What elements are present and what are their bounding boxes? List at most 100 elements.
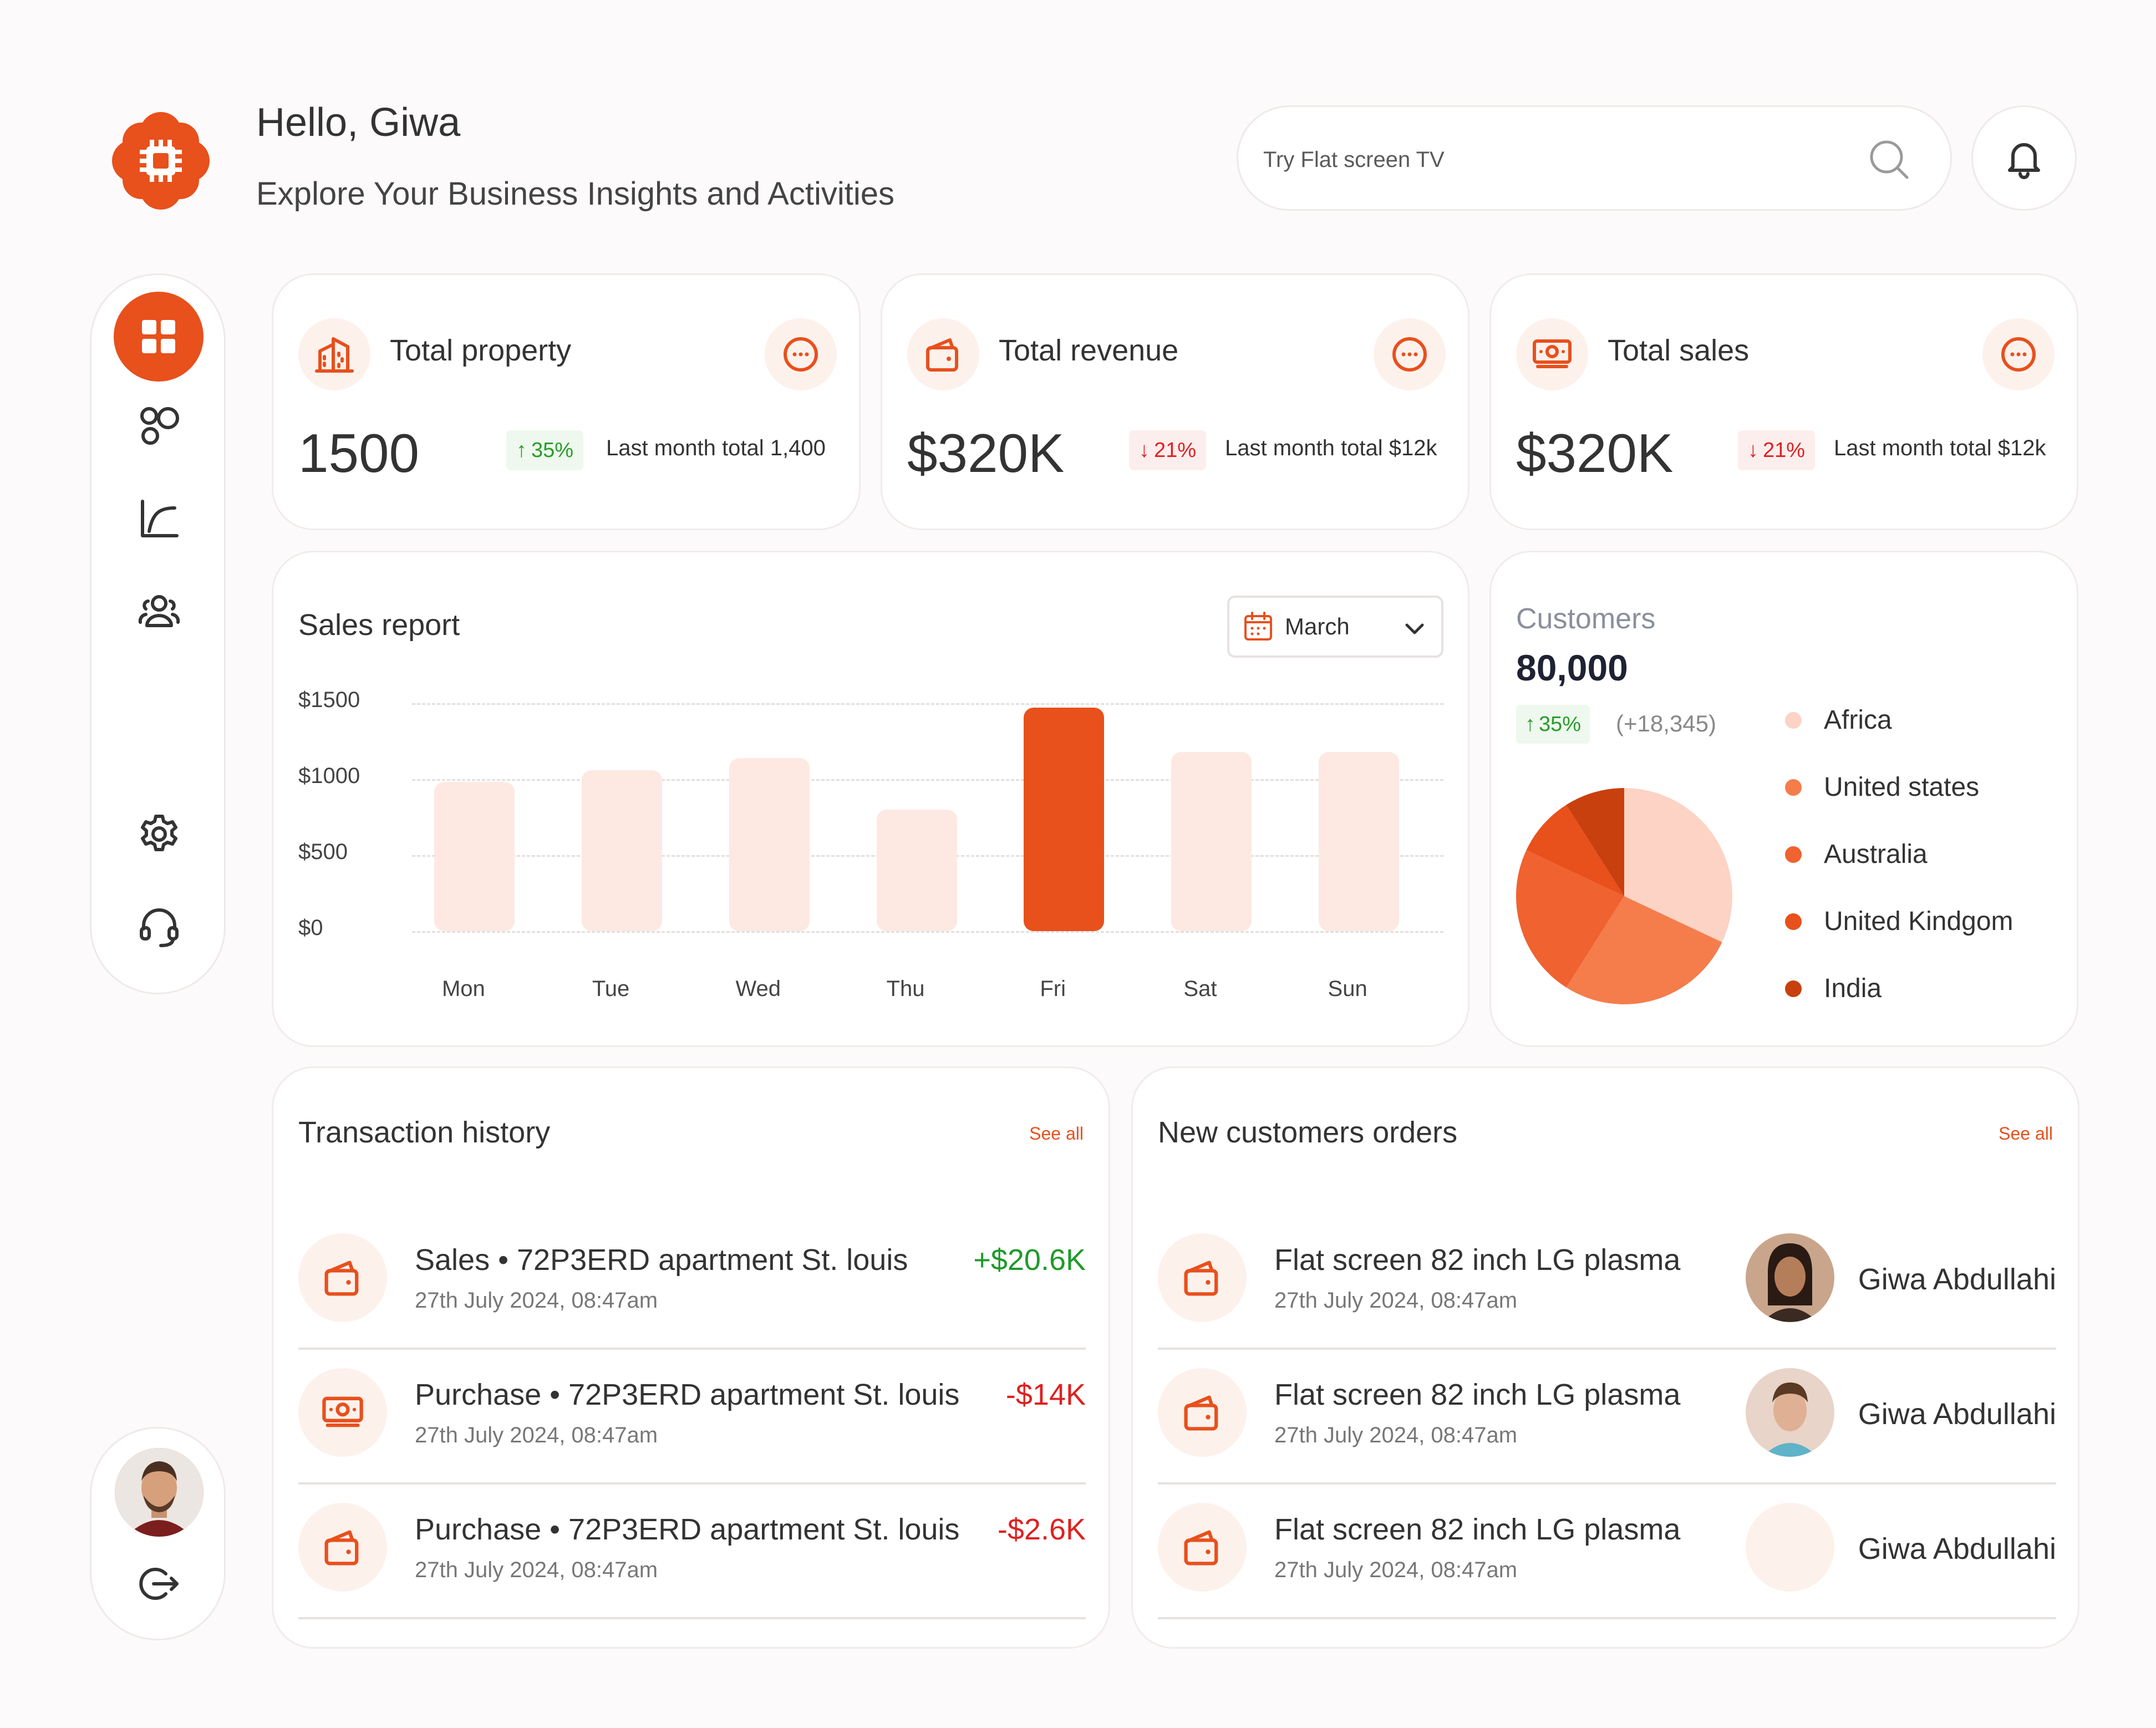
greeting: Hello, Giwa xyxy=(256,100,461,145)
legend-label: Australia xyxy=(1824,840,1928,869)
transaction-title: Sales • 72P3ERD apartment St. louis xyxy=(415,1243,908,1277)
legend-item: United Kindgom xyxy=(1785,906,2013,937)
stat-card-sales: Total sales $320K ↓ 21% Last month total … xyxy=(1489,273,2078,530)
stat-value: 1500 xyxy=(298,423,420,484)
search-icon[interactable] xyxy=(1867,138,1911,182)
bar-mon[interactable] xyxy=(434,782,515,931)
stat-value: $320K xyxy=(1516,423,1674,484)
sidebar-item-dashboard[interactable] xyxy=(114,292,204,382)
wallet-icon xyxy=(1158,1503,1247,1592)
legend-item: India xyxy=(1785,973,1882,1004)
transaction-date: 27th July 2024, 08:47am xyxy=(415,1288,658,1313)
stat-more-button[interactable] xyxy=(1374,318,1446,390)
transaction-row[interactable]: Purchase • 72P3ERD apartment St. louis 2… xyxy=(298,1350,1086,1485)
stat-more-button[interactable] xyxy=(765,318,837,390)
sidebar-item-users[interactable] xyxy=(137,590,181,634)
legend-item: Australia xyxy=(1785,839,1928,870)
legend-label: United Kindgom xyxy=(1824,907,2013,936)
legend-dot xyxy=(1785,846,1802,863)
bar-thu[interactable] xyxy=(876,809,957,931)
section-title: Sales report xyxy=(298,608,460,642)
avatar-placeholder xyxy=(1746,1503,1834,1592)
transaction-amount: +$20.6K xyxy=(973,1243,1086,1277)
legend-label: United states xyxy=(1824,772,1980,802)
legend-item: Africa xyxy=(1785,705,1892,735)
legend-dot xyxy=(1785,779,1802,796)
stat-title: Total property xyxy=(390,334,572,367)
customers-delta: (+18,345) xyxy=(1616,710,1716,736)
chevron-down-icon xyxy=(1404,618,1426,640)
y-tick-label: $0 xyxy=(298,916,323,940)
order-date: 27th July 2024, 08:47am xyxy=(1274,1558,1518,1582)
search-input[interactable] xyxy=(1263,129,1845,190)
x-tick-label: Thu xyxy=(886,977,925,1001)
wallet-icon xyxy=(1158,1233,1247,1322)
app-logo[interactable] xyxy=(111,111,211,211)
wallet-icon xyxy=(1158,1368,1247,1457)
logout-button[interactable] xyxy=(137,1562,181,1606)
stat-note: Last month total $12k xyxy=(1834,436,2046,460)
change-badge: ↑ 35% xyxy=(506,430,584,470)
change-badge: ↓ 21% xyxy=(1738,430,1816,470)
sidebar-item-analytics[interactable] xyxy=(137,497,181,541)
notifications-button[interactable] xyxy=(1971,105,2077,211)
section-title: New customers orders xyxy=(1158,1116,1458,1149)
section-title: Transaction history xyxy=(298,1116,551,1149)
transaction-amount: -$14K xyxy=(1005,1378,1086,1411)
y-tick-label: $1000 xyxy=(298,764,360,788)
logout-icon xyxy=(137,1562,181,1606)
cash-icon xyxy=(1516,318,1588,390)
month-select[interactable]: March xyxy=(1227,596,1443,658)
order-date: 27th July 2024, 08:47am xyxy=(1274,1288,1518,1313)
headset-icon xyxy=(137,904,181,949)
bell-icon xyxy=(2002,136,2046,180)
order-row[interactable]: Flat screen 82 inch LG plasma 27th July … xyxy=(1158,1215,2056,1350)
order-title: Flat screen 82 inch LG plasma xyxy=(1274,1243,1681,1277)
circles-icon xyxy=(137,404,181,448)
see-all-link[interactable]: See all xyxy=(1999,1124,2053,1143)
bar-wed[interactable] xyxy=(729,758,810,931)
order-title: Flat screen 82 inch LG plasma xyxy=(1274,1513,1681,1546)
stat-more-button[interactable] xyxy=(1982,318,2055,390)
sidebar-item-settings[interactable] xyxy=(137,812,181,856)
avatar[interactable] xyxy=(115,1448,204,1537)
order-row[interactable]: Flat screen 82 inch LG plasma 27th July … xyxy=(1158,1350,2056,1485)
pie-slice-africa[interactable] xyxy=(1624,788,1732,943)
pie-slice-australia[interactable] xyxy=(1516,850,1624,988)
pie-slice-india[interactable] xyxy=(1566,788,1624,896)
sidebar-item-support[interactable] xyxy=(137,904,181,949)
transaction-title: Purchase • 72P3ERD apartment St. louis xyxy=(415,1513,960,1546)
sidebar-profile xyxy=(90,1427,226,1640)
stat-title: Total revenue xyxy=(999,334,1179,367)
more-options-icon xyxy=(1390,335,1429,374)
sales-bar-chart: $0 $500 $1000 $1500 Mon Tue Wed Thu Fri Sat Sun xyxy=(273,552,1471,1049)
transaction-date: 27th July 2024, 08:47am xyxy=(415,1423,658,1447)
order-row[interactable]: Flat screen 82 inch LG plasma 27th July … xyxy=(1158,1485,2056,1619)
arrow-up-icon: ↑ xyxy=(516,438,527,462)
x-tick-label: Fri xyxy=(1040,977,1066,1001)
arrow-up-icon: ↑ xyxy=(1525,712,1535,736)
search-bar[interactable] xyxy=(1237,105,1952,211)
wallet-icon xyxy=(907,318,979,390)
legend-dot xyxy=(1785,711,1802,729)
bar-fri[interactable] xyxy=(1024,708,1105,931)
sidebar-item-categories[interactable] xyxy=(137,404,181,448)
stat-note: Last month total 1,400 xyxy=(606,436,826,460)
bar-sat[interactable] xyxy=(1171,751,1252,931)
change-badge: ↓ 21% xyxy=(1129,430,1207,470)
x-tick-label: Wed xyxy=(735,977,781,1001)
legend-dot xyxy=(1785,980,1802,997)
transaction-row[interactable]: Sales • 72P3ERD apartment St. louis 27th… xyxy=(298,1215,1086,1350)
stat-card-revenue: Total revenue $320K ↓ 21% Last month tota… xyxy=(881,273,1469,530)
month-label: March xyxy=(1285,613,1350,639)
customers-label: Customers xyxy=(1516,603,1656,635)
bar-sun[interactable] xyxy=(1318,751,1399,931)
legend-dot xyxy=(1785,913,1802,930)
page-subtitle: Explore Your Business Insights and Activ… xyxy=(256,176,894,212)
see-all-link[interactable]: See all xyxy=(1029,1124,1084,1143)
customer-name: Giwa Abdullahi xyxy=(1858,1263,2056,1296)
pie-slice-united-states[interactable] xyxy=(1566,896,1722,1004)
pie-slice-united-kindgom[interactable] xyxy=(1526,805,1624,896)
transaction-row[interactable]: Purchase • 72P3ERD apartment St. louis 2… xyxy=(298,1485,1086,1619)
bar-tue[interactable] xyxy=(582,770,663,931)
